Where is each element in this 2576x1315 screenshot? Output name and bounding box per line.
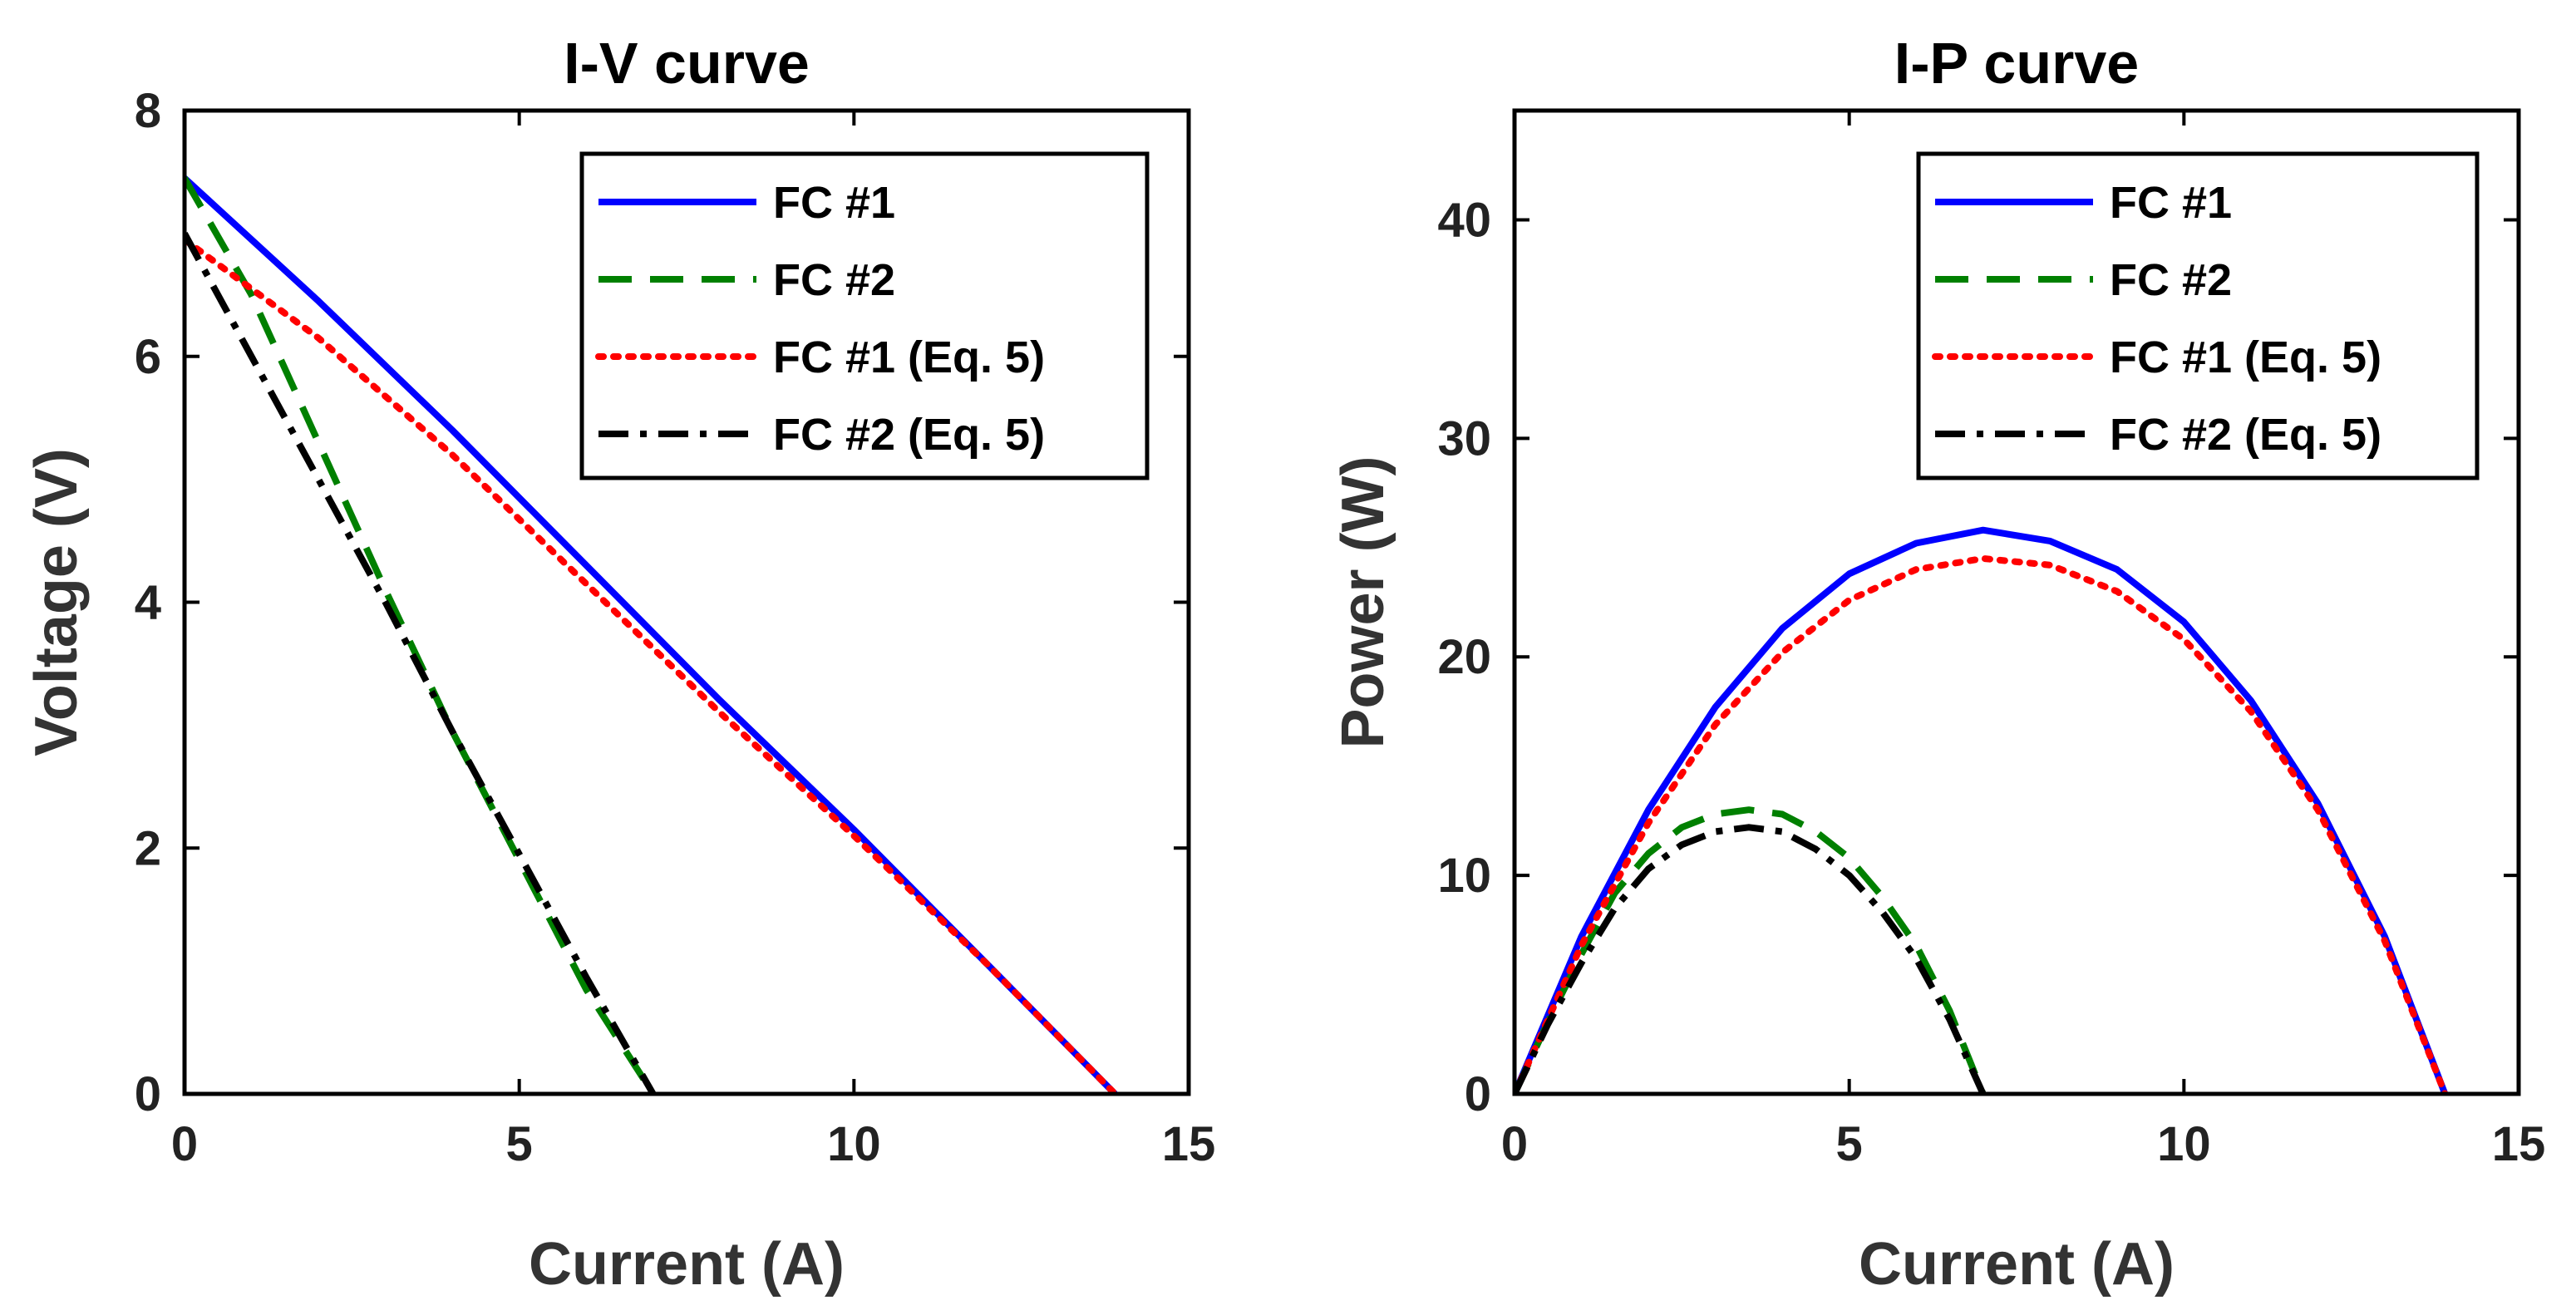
y-tick-label: 8 [135,84,161,138]
plot-area [185,175,1119,1094]
legend: FC #1 FC #2 FC #1 (Eq. 5) FC #2 (Eq. 5) [1916,151,2480,480]
y-tick-label: 4 [135,576,161,630]
axes-box [1512,108,2521,1096]
y-axis-label: Voltage (V) [23,448,90,756]
x-axis-label: Current (A) [529,1231,845,1298]
x-tick-label: 15 [2492,1117,2546,1171]
y-tick-label: 40 [1437,193,1491,247]
y-tick-label: 2 [135,821,161,875]
y-tick-label: 0 [1465,1067,1491,1121]
series-line-2 [1515,806,1987,1094]
x-tick-label: 0 [171,1117,198,1171]
series-line-4 [185,231,657,1094]
y-tick-label: 10 [1437,849,1491,903]
x-tick-label: 0 [1501,1117,1528,1171]
legend-box [1916,151,2480,480]
legend-entry: FC #1 (Eq. 5) [773,332,1045,382]
legend-entry: FC #1 [773,178,895,228]
x-tick-label: 5 [1836,1117,1863,1171]
chart-title: I-P curve [1894,31,2139,96]
legend-entry: FC #2 (Eq. 5) [773,410,1045,460]
series-line-3 [1515,554,2449,1094]
x-tick-label: 15 [1162,1117,1216,1171]
plot-area [1515,526,2449,1094]
series-line-1 [1515,526,2449,1094]
chart-2: I-P curve 0 5 10 15 0 10 20 30 40 Current (A) Power… [1330,31,2545,1298]
series-line-4 [1515,824,1987,1094]
y-axis-label: Power (W) [1330,456,1396,749]
legend: FC #1 FC #2 FC #1 (Eq. 5) FC #2 (Eq. 5) [579,151,1150,480]
x-tick-label: 10 [827,1117,881,1171]
legend-box [579,151,1150,480]
y-tick-label: 0 [135,1067,161,1121]
x-axis-label: Current (A) [1859,1231,2175,1298]
x-tick-label: 5 [506,1117,533,1171]
chart-1: I-V curve 0 5 10 15 0 2 4 6 8 Current (A) Voltage (… [23,31,1215,1298]
series-line-3 [185,236,1119,1094]
y-tick-label: 20 [1437,630,1491,684]
legend-entry: FC #2 [2110,255,2232,305]
legend-entry: FC #1 [2110,178,2232,228]
y-tick-label: 6 [135,330,161,384]
legend-entry: FC #1 (Eq. 5) [2110,332,2381,382]
legend-entry: FC #2 [773,255,895,305]
chart-title: I-V curve [564,31,810,96]
legend-entry: FC #2 (Eq. 5) [2110,410,2381,460]
y-tick-label: 30 [1437,411,1491,465]
x-tick-label: 10 [2157,1117,2211,1171]
